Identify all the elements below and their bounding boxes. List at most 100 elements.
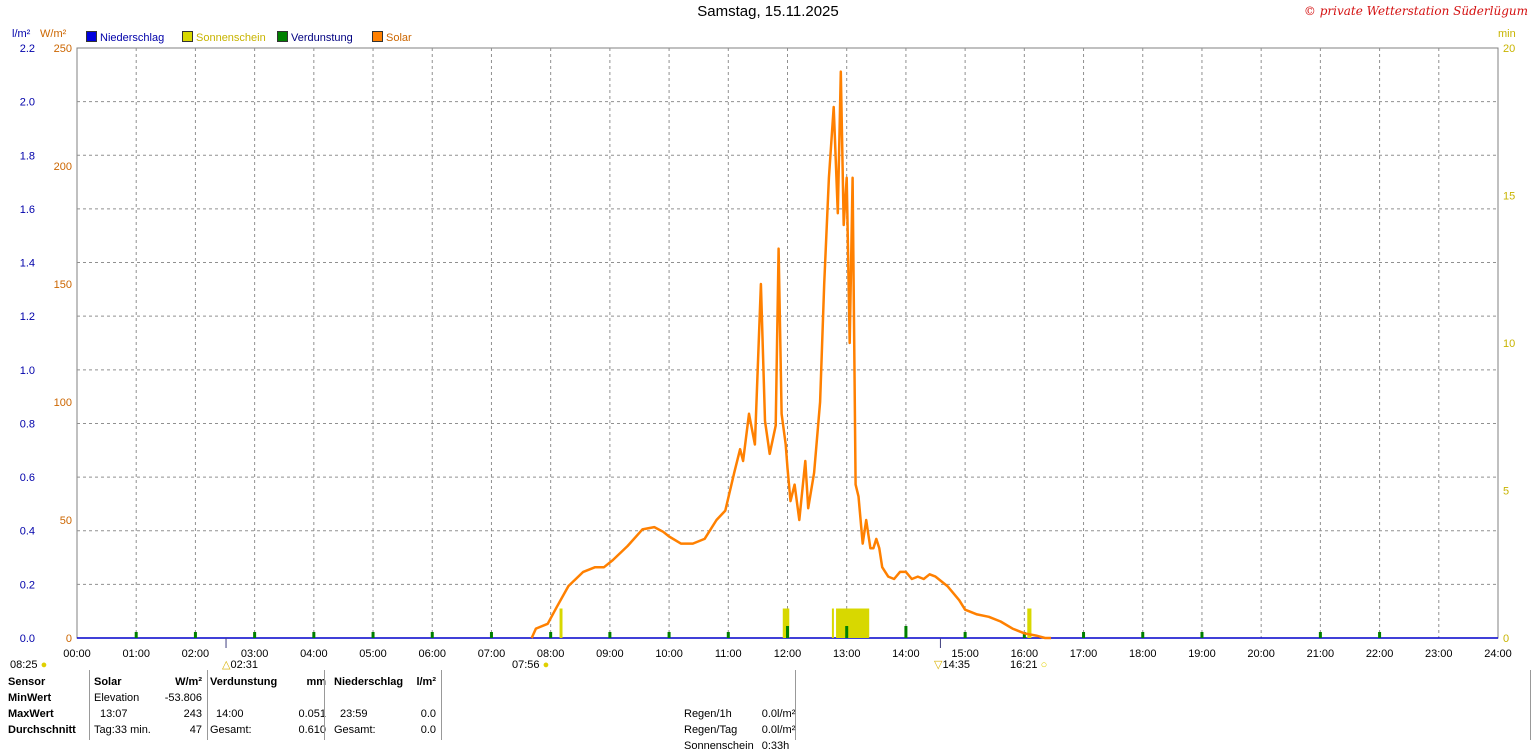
stats-row-min: MinWert — [8, 692, 52, 704]
legend-label-sonnenschein: Sonnenschein — [196, 32, 266, 44]
stats-row-avg: Durchschnitt — [8, 724, 76, 736]
x-tick-label: 03:00 — [241, 648, 269, 660]
summary-regentag: 0.0l/m² — [761, 724, 796, 736]
solar-axis-tick-label: 100 — [54, 397, 72, 409]
sunrise-azimuth-time: 07:56 ● — [512, 659, 550, 671]
stats-solar-avg: 47 — [189, 724, 202, 736]
sunset-icon: ○ — [1040, 659, 1048, 671]
stats-row-max: MaxWert — [8, 708, 54, 720]
evaporation-mark — [1200, 632, 1204, 638]
chart-title: Samstag, 15.11.2025 — [697, 3, 839, 20]
stats-evap-max-time: 14:00 — [216, 708, 244, 720]
solar-axis-tick-label: 200 — [54, 161, 72, 173]
rain-axis-tick-label: 1.4 — [20, 258, 35, 270]
legend-solar[interactable]: Solar — [372, 31, 412, 44]
stats-rain-unit: l/m² — [416, 676, 436, 688]
sunshine-bar — [559, 608, 563, 638]
rain-axis-tick-label: 0.4 — [20, 526, 35, 538]
stats-evap-total-label: Gesamt: — [210, 724, 252, 736]
stats-rain-header: Niederschlag — [334, 676, 404, 688]
sun-axis-tick-label: 10 — [1503, 338, 1515, 350]
legend-swatch-verdunstung — [277, 31, 288, 42]
legend-verdunstung[interactable]: Verdunstung — [277, 31, 353, 44]
stats-rain-total: 0.0 — [420, 724, 436, 736]
evaporation-mark — [1082, 632, 1086, 638]
stats-divider — [207, 670, 208, 740]
stats-rain-max-time: 23:59 — [340, 708, 368, 720]
rain-axis-tick-label: 0.6 — [20, 472, 35, 484]
sun-axis-tick-label: 5 — [1503, 486, 1509, 498]
evaporation-mark — [430, 632, 434, 638]
stats-evap-unit: mm — [306, 676, 326, 688]
rain-axis-tick-label: 0.8 — [20, 418, 35, 430]
x-tick-label: 17:00 — [1070, 648, 1098, 660]
summary-regen1h: 0.0l/m² — [761, 708, 796, 720]
x-tick-label: 19:00 — [1188, 648, 1216, 660]
stats-solar-max: 243 — [183, 708, 202, 720]
sunrise-time: 08:25 ● — [10, 659, 48, 671]
stats-divider — [324, 670, 325, 740]
solar-axis-tick-label: 150 — [54, 279, 72, 291]
sun-axis-tick-label: 15 — [1503, 191, 1515, 203]
x-tick-label: 10:00 — [655, 648, 683, 660]
x-tick-label: 18:00 — [1129, 648, 1157, 660]
solar-axis-tick-label: 250 — [54, 43, 72, 55]
stats-evap-header: Verdunstung — [210, 676, 278, 688]
x-tick-label: 04:00 — [300, 648, 328, 660]
stats-elevation-label: Elevation — [94, 692, 140, 704]
stats-divider — [1530, 670, 1531, 740]
solar-axis-tick-label: 0 — [66, 633, 72, 645]
x-tick-label: 21:00 — [1307, 648, 1335, 660]
legend-sonnenschein[interactable]: Sonnenschein — [182, 31, 266, 44]
stats-evap-max: 0.051 — [298, 708, 326, 720]
rain-axis-tick-label: 2.0 — [20, 97, 35, 109]
legend-swatch-sonnenschein — [182, 31, 193, 42]
sun-axis-unit: min — [1498, 28, 1516, 40]
evaporation-mark — [549, 632, 553, 638]
evaporation-mark — [608, 632, 612, 638]
stats-solar-header: Solar — [94, 676, 122, 688]
x-tick-label: 13:00 — [833, 648, 861, 660]
sunshine-bar — [782, 608, 790, 638]
x-tick-label: 20:00 — [1247, 648, 1275, 660]
x-tick-label: 02:00 — [182, 648, 210, 660]
station-credit: © private Wetterstation Süderlügum — [1303, 4, 1528, 18]
x-tick-label: 14:00 — [892, 648, 920, 660]
sun-icon: ● — [542, 659, 550, 671]
rain-axis-tick-label: 2.2 — [20, 43, 35, 55]
evaporation-mark — [904, 626, 908, 638]
rain-axis-tick-label: 1.2 — [20, 311, 35, 323]
sun-axis-tick-label: 20 — [1503, 43, 1515, 55]
x-tick-label: 24:00 — [1484, 648, 1512, 660]
min-time-marker: △02:31 — [222, 659, 258, 671]
sunrise-icon: ● — [40, 659, 48, 671]
evaporation-mark — [726, 632, 730, 638]
x-tick-label: 16:00 — [1011, 648, 1039, 660]
max-time-marker: ▽14:35 — [934, 659, 970, 671]
min-triangle-icon: △ — [222, 659, 231, 671]
x-tick-label: 15:00 — [951, 648, 979, 660]
rain-axis-tick-label: 0.2 — [20, 579, 35, 591]
x-tick-label: 05:00 — [359, 648, 387, 660]
rain-axis-tick-label: 1.8 — [20, 150, 35, 162]
legend-label-niederschlag: Niederschlag — [100, 32, 165, 44]
legend-niederschlag[interactable]: Niederschlag — [86, 31, 164, 44]
x-tick-label: 01:00 — [122, 648, 150, 660]
stats-solar-avg-label: Tag:33 min. — [94, 724, 151, 736]
evaporation-mark — [1318, 632, 1322, 638]
legend-swatch-niederschlag — [86, 31, 97, 42]
stats-elevation-value: -53.806 — [164, 692, 202, 704]
legend-swatch-solar — [372, 31, 383, 42]
solar-series-line — [530, 70, 1051, 640]
summary-sun-label: Sonnenschein — [684, 740, 754, 752]
solar-axis-unit: W/m² — [40, 28, 67, 40]
summary-table: Regen/1h 0.0l/m² Regen/Tag 0.0l/m² Sonnens… — [680, 706, 799, 754]
evaporation-mark — [845, 626, 849, 638]
sunshine-bar — [836, 608, 870, 638]
x-tick-label: 23:00 — [1425, 648, 1453, 660]
evaporation-mark — [1141, 632, 1145, 638]
stats-divider — [795, 670, 796, 740]
x-tick-label: 07:00 — [478, 648, 506, 660]
stats-evap-total: 0.610 — [298, 724, 326, 736]
summary-regen1h-label: Regen/1h — [684, 708, 732, 720]
